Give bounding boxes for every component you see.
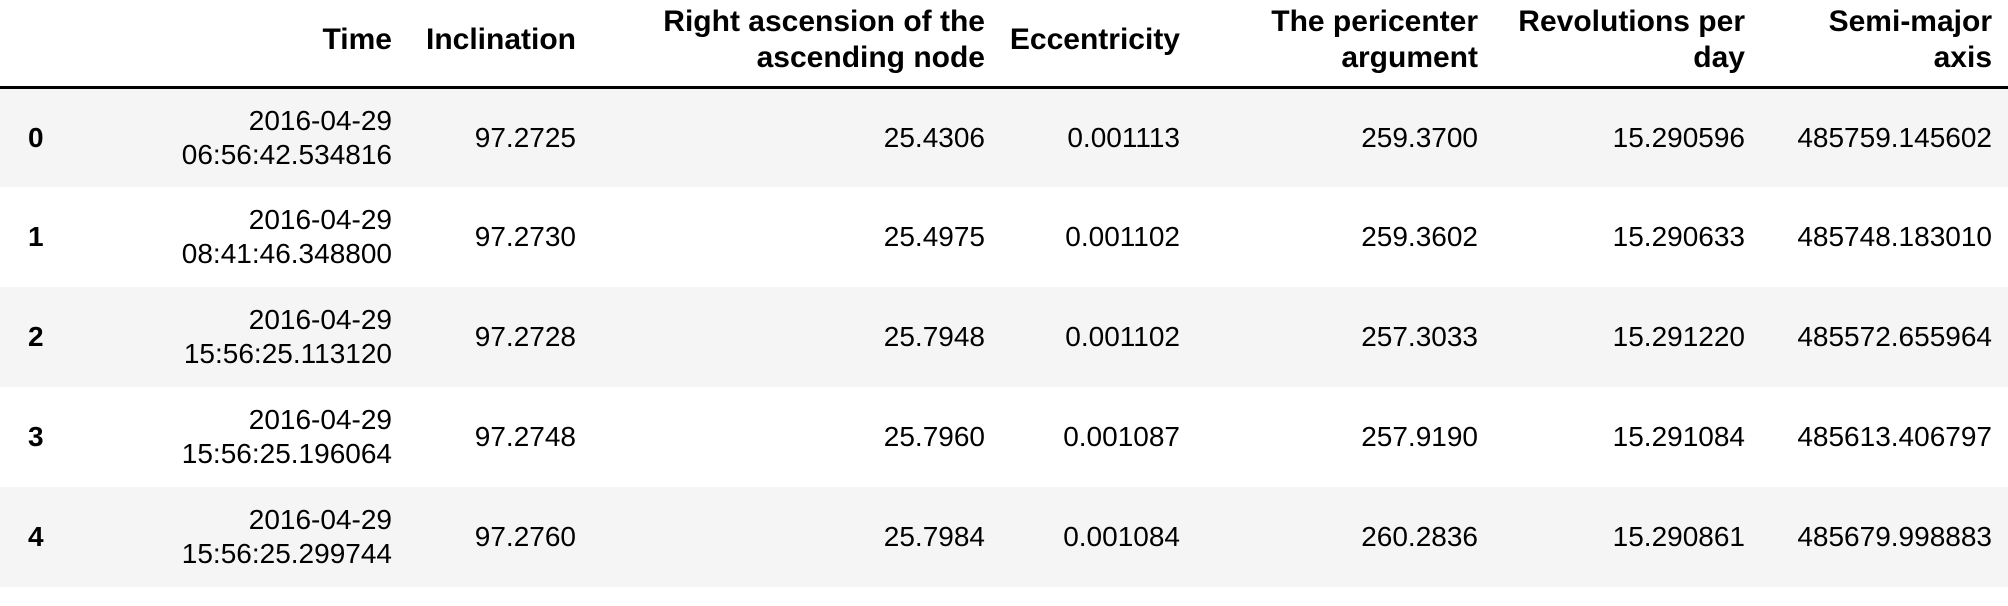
column-header-revolutions-per-day: Revolutions per day bbox=[1494, 0, 1761, 89]
column-header-semi-major-axis: Semi-major axis bbox=[1761, 0, 2008, 89]
cell-inclination: 97.2725 bbox=[474, 121, 576, 153]
cell-pericenter-argument: 259.3700 bbox=[1361, 121, 1478, 153]
row-index: 0 bbox=[28, 121, 44, 153]
table-row: 3 2016-04-29 15:56:25.196064 97.2748 25.… bbox=[0, 387, 2008, 487]
cell-pericenter-argument: 259.3602 bbox=[1361, 221, 1478, 252]
cell-semi-major-axis: 485759.145602 bbox=[1797, 121, 1992, 153]
cell-revolutions-per-day: 15.291084 bbox=[1612, 421, 1745, 452]
corner-cell bbox=[0, 0, 60, 89]
cell-pericenter-argument: 260.2836 bbox=[1361, 521, 1478, 552]
cell-time: 2016-04-29 15:56:25.196064 bbox=[181, 404, 392, 469]
row-index: 3 bbox=[28, 421, 44, 452]
column-header-right-ascension: Right ascension of the ascending node bbox=[592, 0, 1001, 89]
table-header: Time Inclination Right ascension of the … bbox=[0, 0, 2008, 89]
cell-semi-major-axis: 485748.183010 bbox=[1797, 221, 1992, 252]
cell-eccentricity: 0.001102 bbox=[1065, 221, 1180, 252]
cell-semi-major-axis: 485613.406797 bbox=[1797, 421, 1992, 452]
table-row: 4 2016-04-29 15:56:25.299744 97.2760 25.… bbox=[0, 487, 2008, 587]
cell-eccentricity: 0.001113 bbox=[1067, 121, 1180, 153]
cell-pericenter-argument: 257.9190 bbox=[1361, 421, 1478, 452]
cell-eccentricity: 0.001102 bbox=[1065, 321, 1180, 352]
column-header-pericenter-argument: The pericenter argument bbox=[1196, 0, 1494, 89]
cell-eccentricity: 0.001087 bbox=[1063, 421, 1180, 452]
cell-revolutions-per-day: 15.290861 bbox=[1612, 521, 1745, 552]
table-row: 0 2016-04-29 06:56:42.534816 97.2725 25.… bbox=[0, 87, 2008, 187]
cell-right-ascension: 25.4306 bbox=[883, 121, 985, 153]
table-row: 2 2016-04-29 15:56:25.113120 97.2728 25.… bbox=[0, 287, 2008, 387]
cell-revolutions-per-day: 15.290633 bbox=[1612, 221, 1745, 252]
cell-semi-major-axis: 485679.998883 bbox=[1797, 521, 1992, 552]
row-index: 4 bbox=[28, 521, 44, 552]
cell-inclination: 97.2760 bbox=[474, 521, 576, 552]
cell-right-ascension: 25.7960 bbox=[883, 421, 985, 452]
cell-semi-major-axis: 485572.655964 bbox=[1797, 321, 1992, 352]
row-index: 2 bbox=[28, 321, 44, 352]
cell-pericenter-argument: 257.3033 bbox=[1361, 321, 1478, 352]
cell-right-ascension: 25.7984 bbox=[883, 521, 985, 552]
cell-right-ascension: 25.4975 bbox=[883, 221, 985, 252]
table-row: 1 2016-04-29 08:41:46.348800 97.2730 25.… bbox=[0, 187, 2008, 287]
header-row: Time Inclination Right ascension of the … bbox=[0, 0, 2008, 89]
cell-right-ascension: 25.7948 bbox=[883, 321, 985, 352]
table-body: 0 2016-04-29 06:56:42.534816 97.2725 25.… bbox=[0, 87, 2008, 587]
cell-inclination: 97.2728 bbox=[474, 321, 576, 352]
column-header-eccentricity: Eccentricity bbox=[1001, 0, 1196, 89]
cell-inclination: 97.2748 bbox=[474, 421, 576, 452]
cell-time: 2016-04-29 15:56:25.299744 bbox=[181, 504, 392, 569]
cell-time: 2016-04-29 15:56:25.113120 bbox=[183, 304, 392, 369]
column-header-inclination: Inclination bbox=[408, 0, 592, 89]
cell-time: 2016-04-29 08:41:46.348800 bbox=[181, 204, 392, 269]
cell-inclination: 97.2730 bbox=[474, 221, 576, 252]
cell-revolutions-per-day: 15.291220 bbox=[1612, 321, 1745, 352]
row-index: 1 bbox=[28, 221, 44, 252]
column-header-time: Time bbox=[60, 0, 408, 89]
orbital-elements-dataframe: Time Inclination Right ascension of the … bbox=[0, 0, 2008, 587]
cell-revolutions-per-day: 15.290596 bbox=[1612, 121, 1745, 153]
cell-eccentricity: 0.001084 bbox=[1063, 521, 1180, 552]
cell-time: 2016-04-29 06:56:42.534816 bbox=[181, 104, 392, 170]
